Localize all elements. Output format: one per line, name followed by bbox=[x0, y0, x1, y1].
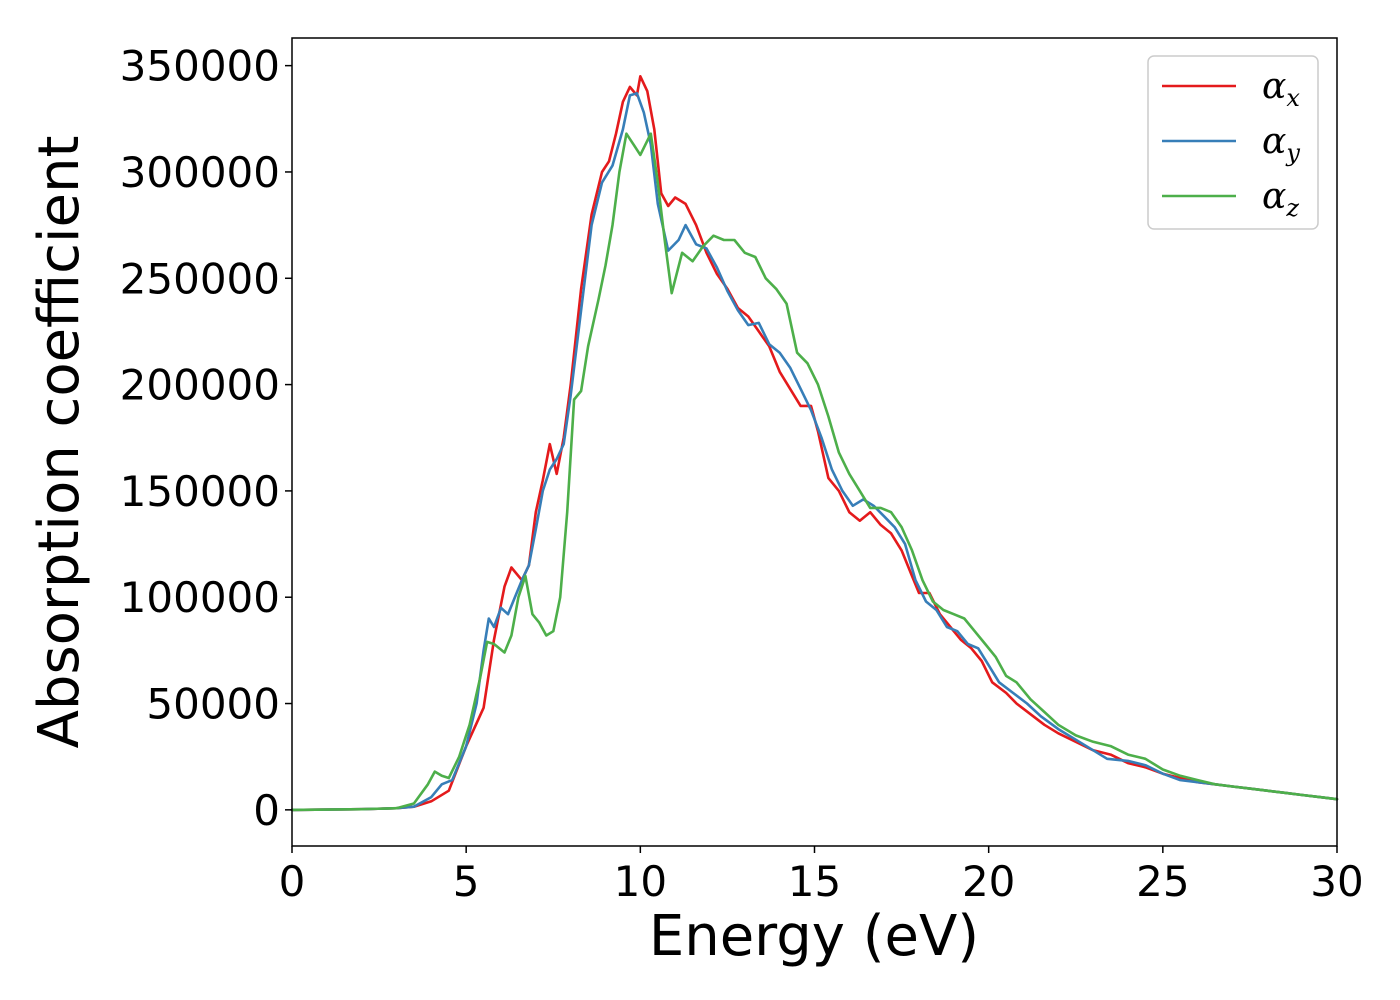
x-tick-label: 10 bbox=[614, 857, 667, 906]
x-tick-label: 0 bbox=[279, 857, 306, 906]
x-tick-label: 20 bbox=[962, 857, 1015, 906]
y-axis-title: Absorption coefficient bbox=[27, 136, 92, 749]
legend-box bbox=[1147, 55, 1319, 230]
series-line-z bbox=[290, 132, 1339, 812]
x-tick-label: 25 bbox=[1136, 857, 1189, 906]
y-tick-label: 350000 bbox=[120, 42, 280, 91]
x-tick-label: 5 bbox=[453, 857, 480, 906]
y-tick-label: 250000 bbox=[120, 254, 280, 303]
x-tick-label: 15 bbox=[788, 857, 841, 906]
legend-label-z: αz bbox=[1262, 176, 1299, 222]
x-axis-title: Energy (eV) bbox=[649, 904, 979, 969]
y-tick-label: 150000 bbox=[120, 467, 280, 516]
legend-label-y: αy bbox=[1262, 121, 1300, 167]
y-tick-label: 100000 bbox=[120, 573, 280, 622]
series-layer bbox=[290, 75, 1339, 812]
x-axis-ticks: 0 5 10 15 20 25 30 bbox=[279, 846, 1364, 906]
x-tick-label: 30 bbox=[1310, 857, 1363, 906]
y-tick-label: 200000 bbox=[120, 361, 280, 410]
legend-label-x: αx bbox=[1262, 66, 1300, 112]
y-tick-label: 300000 bbox=[120, 148, 280, 197]
y-axis-ticks: 0 50000 100000 150000 200000 250000 300000 3500… bbox=[120, 42, 292, 835]
series-line-y bbox=[290, 92, 1339, 812]
legend: αx αy αz bbox=[1147, 55, 1319, 230]
y-tick-label: 0 bbox=[253, 786, 280, 835]
y-tick-label: 50000 bbox=[146, 680, 280, 729]
